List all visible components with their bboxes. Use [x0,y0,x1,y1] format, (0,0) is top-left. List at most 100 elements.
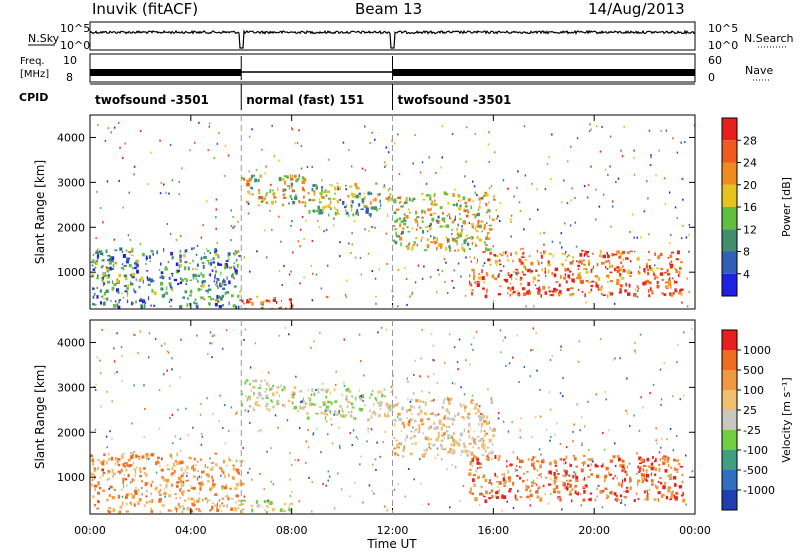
echo-cell [568,474,571,477]
echo-cell [479,492,482,496]
echo-cell [442,212,444,215]
echo-cell [523,273,527,276]
echo-cell [392,405,395,408]
echo-cell [486,211,488,214]
echo-cell [656,276,659,279]
echo-cell [671,490,674,493]
echo-cell [291,198,293,201]
echo-cell [598,287,603,292]
echo-cell [334,211,338,216]
echo-cell [470,260,472,263]
echo-cell [592,252,594,255]
echo-cell [311,199,316,202]
echo-cell [543,243,545,246]
echo-cell [399,442,402,444]
echo-cell [654,252,656,256]
echo-cell [311,510,313,513]
echo-cell [225,291,230,294]
echo-cell [225,483,227,487]
echo-cell [669,262,671,265]
echo-cell [604,474,608,479]
echo-cell [608,429,610,432]
echo-cell [280,240,282,243]
echo-cell [247,202,250,205]
echo-cell [379,199,381,203]
echo-cell [345,388,347,392]
echo-cell [251,508,254,513]
echo-cell [463,428,466,433]
echo-cell [159,464,161,468]
echo-cell [506,254,509,258]
echo-cell [151,289,154,293]
echo-cell [676,483,678,487]
echo-cell [265,394,269,399]
echo-cell [375,469,377,471]
echo-cell [504,336,506,339]
echo-cell [390,391,394,394]
echo-cell [419,226,422,229]
echo-cell [499,202,501,205]
echo-cell [327,204,331,209]
echo-cell [623,125,625,128]
echo-cell [303,238,305,240]
echo-cell [452,432,455,435]
echo-cell [502,251,505,255]
echo-cell [182,481,185,484]
echo-cell [670,495,673,498]
nsky-line [89,29,696,49]
echo-cell [665,129,668,132]
echo-cell [648,264,651,269]
echo-cell [312,432,315,435]
echo-cell [451,451,455,455]
echo-cell [159,488,161,493]
echo-cell [583,267,587,271]
echo-cell [611,205,614,208]
echo-cell [108,510,111,514]
echo-cell [102,302,106,306]
echo-cell [622,258,625,261]
power-colorbar-tick-label: 24 [743,157,757,170]
echo-cell [449,215,451,220]
echo-cell [512,259,514,263]
echo-cell [263,488,265,490]
echo-cell [611,264,614,268]
echo-cell [132,275,134,279]
echo-cell [448,245,451,249]
echo-cell [497,412,500,415]
echo-cell [166,350,169,353]
echo-cell [212,483,216,486]
echo-cell [186,471,188,475]
echo-cell [536,287,539,290]
echo-cell [419,458,421,461]
echo-cell [279,177,282,182]
echo-cell [372,198,374,202]
echo-cell [472,446,474,449]
echo-cell [474,412,478,415]
echo-cell [264,379,266,382]
echo-cell [542,285,546,290]
echo-cell [178,257,181,260]
echo-cell [290,182,293,187]
echo-cell [378,414,381,417]
echo-cell [582,279,584,284]
echo-cell [533,461,535,464]
echo-cell [627,292,631,296]
echo-cell [502,265,505,268]
echo-cell [341,393,344,396]
echo-cell [487,388,489,391]
echo-cell [650,154,652,157]
echo-cell [554,267,559,272]
echo-cell [177,269,180,273]
echo-cell [96,286,98,289]
echo-cell [565,455,568,459]
echo-cell [562,481,565,486]
echo-cell [211,335,214,338]
echo-cell [477,435,480,438]
echo-cell [212,479,214,482]
echo-cell [196,476,199,481]
echo-cell [216,506,218,509]
echo-cell [619,273,622,277]
echo-cell [648,281,652,284]
echo-cell [266,500,270,504]
echo-cell [400,201,402,204]
